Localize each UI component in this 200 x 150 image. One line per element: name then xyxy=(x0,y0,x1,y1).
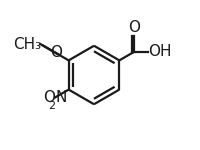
Text: 2: 2 xyxy=(48,101,55,111)
Text: OH: OH xyxy=(149,44,172,59)
Text: O: O xyxy=(50,45,62,60)
Text: O: O xyxy=(43,90,55,105)
Text: CH₃: CH₃ xyxy=(13,37,41,52)
Text: N: N xyxy=(55,90,67,105)
Text: O: O xyxy=(128,20,140,35)
